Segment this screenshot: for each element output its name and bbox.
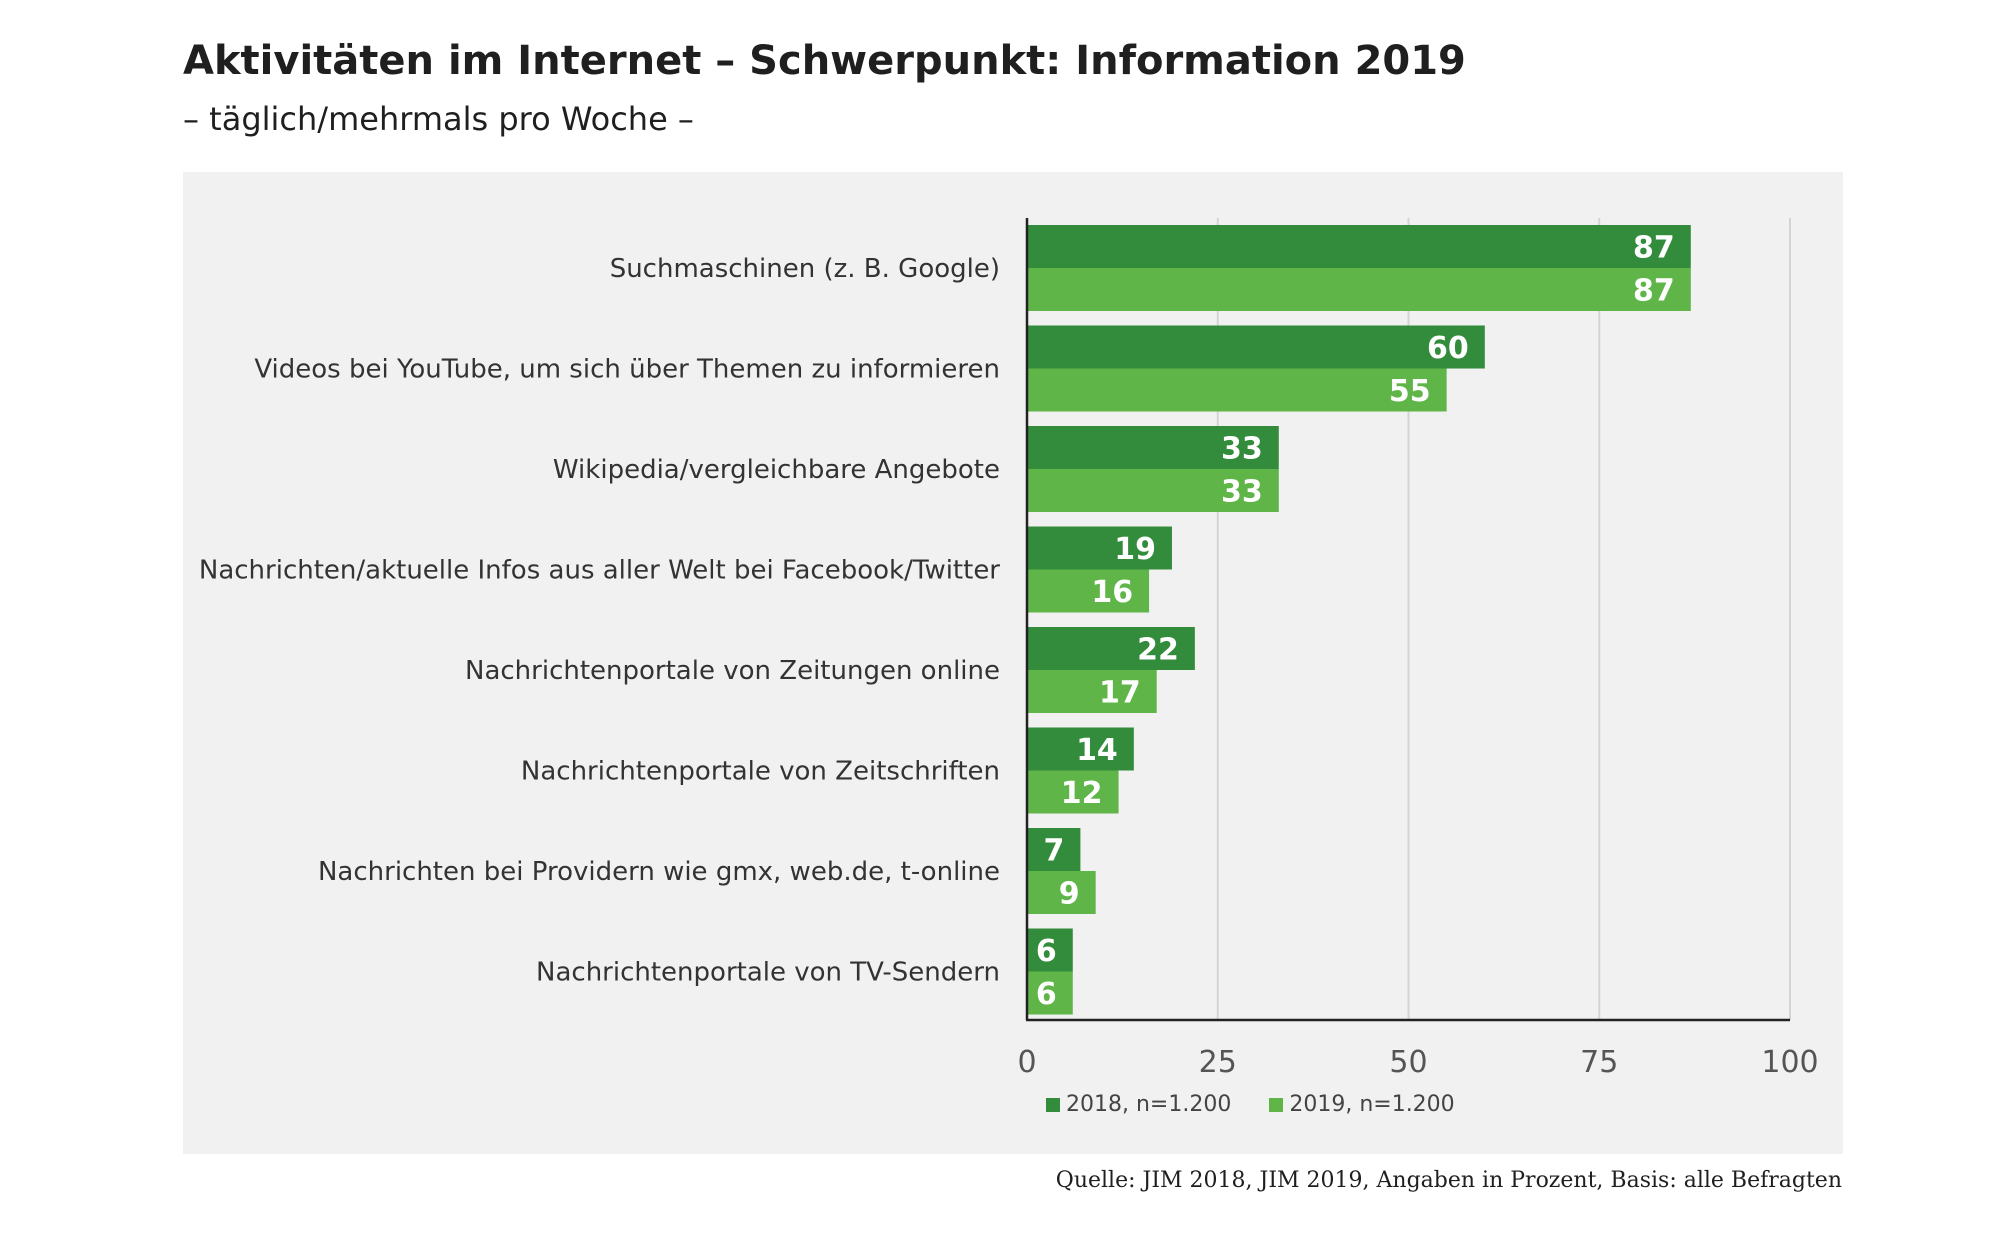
category-label-4: Nachrichtenportale von Zeitungen online — [465, 656, 1000, 686]
bar-value-label-2019-1: 55 — [1389, 374, 1431, 409]
x-tick-label-75: 75 — [1580, 1045, 1618, 1080]
legend-swatch-2019 — [1269, 1097, 1284, 1112]
category-label-5: Nachrichtenportale von Zeitschriften — [521, 757, 1000, 787]
bar-value-label-2019-7: 6 — [1036, 977, 1057, 1012]
chart-subtitle: – täglich/mehrmals pro Woche – — [183, 100, 694, 138]
bar-value-label-2018-7: 6 — [1036, 934, 1057, 969]
bar-2019-4 — [1027, 670, 1157, 713]
bar-value-label-2018-0: 87 — [1633, 231, 1675, 266]
bar-value-label-2019-6: 9 — [1059, 877, 1080, 912]
bar-value-label-2018-6: 7 — [1044, 834, 1065, 869]
legend-swatch-2018 — [1046, 1097, 1060, 1112]
category-label-1: Videos bei YouTube, um sich über Themen … — [254, 355, 1000, 385]
source-note: Quelle: JIM 2018, JIM 2019, Angaben in P… — [1055, 1168, 1842, 1193]
legend-item-2019: 2019, n=1.200 — [1269, 1092, 1455, 1117]
x-tick-label-100: 100 — [1761, 1045, 1818, 1080]
chart-legend: 2018, n=1.200 2019, n=1.200 — [1046, 1092, 1493, 1117]
legend-item-2018: 2018, n=1.200 — [1046, 1092, 1231, 1117]
bar-2018-7 — [1027, 928, 1073, 972]
legend-label-2018: 2018, n=1.200 — [1066, 1092, 1232, 1117]
bar-value-label-2018-4: 22 — [1137, 633, 1179, 668]
x-tick-label-50: 50 — [1389, 1045, 1427, 1080]
bar-value-label-2019-5: 12 — [1061, 776, 1103, 811]
bar-value-label-2019-4: 17 — [1099, 676, 1141, 711]
category-label-7: Nachrichtenportale von TV-Sendern — [536, 958, 1000, 988]
bar-2019-6 — [1027, 871, 1096, 914]
bar-2018-0 — [1027, 225, 1691, 268]
bar-2018-3 — [1027, 526, 1172, 570]
bar-2019-5 — [1027, 770, 1119, 814]
legend-label-2019: 2019, n=1.200 — [1289, 1092, 1455, 1117]
bar-value-label-2018-5: 14 — [1076, 733, 1118, 768]
bar-2019-1 — [1027, 368, 1447, 412]
bar-2019-7 — [1027, 971, 1073, 1015]
category-label-0: Suchmaschinen (z. B. Google) — [610, 254, 1000, 284]
chart-panel — [183, 172, 1843, 1154]
bar-value-label-2019-0: 87 — [1633, 274, 1675, 309]
bar-2019-0 — [1027, 268, 1691, 311]
bar-2018-4 — [1027, 627, 1195, 670]
bar-value-label-2018-1: 60 — [1427, 331, 1469, 366]
x-tick-label-25: 25 — [1199, 1045, 1237, 1080]
category-label-3: Nachrichten/aktuelle Infos aus aller Wel… — [199, 556, 1000, 586]
category-label-2: Wikipedia/vergleichbare Angebote — [553, 455, 1000, 485]
category-label-6: Nachrichten bei Providern wie gmx, web.d… — [318, 857, 1000, 887]
bar-2018-6 — [1027, 828, 1081, 871]
bar-value-label-2018-3: 19 — [1114, 532, 1156, 567]
bar-value-label-2018-2: 33 — [1221, 432, 1263, 467]
bar-2019-2 — [1027, 469, 1279, 512]
bar-2019-3 — [1027, 569, 1150, 613]
bar-2018-1 — [1027, 325, 1485, 369]
bar-value-label-2019-3: 16 — [1091, 575, 1133, 610]
bar-value-label-2019-2: 33 — [1221, 475, 1263, 510]
bar-2018-5 — [1027, 727, 1134, 771]
chart-title: Aktivitäten im Internet – Schwerpunkt: I… — [183, 38, 1466, 84]
x-tick-label-0: 0 — [1017, 1045, 1036, 1080]
bar-2018-2 — [1027, 426, 1279, 469]
